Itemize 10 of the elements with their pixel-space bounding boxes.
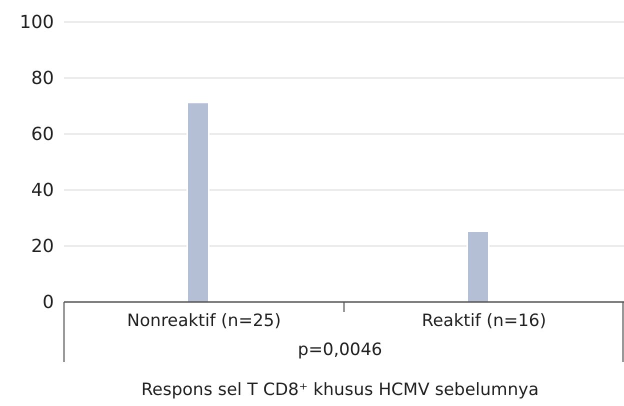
y-tick-label: 80 — [31, 68, 54, 89]
y-tick-label: 0 — [42, 292, 54, 313]
y-tick-label: 20 — [31, 236, 54, 257]
y-tick-label: 40 — [31, 180, 54, 201]
y-tick-label: 60 — [31, 124, 54, 145]
x-tick-label: Nonreaktif (n=25) — [127, 311, 281, 332]
y-tick-label: 100 — [20, 12, 54, 33]
x-tick-label: Reaktif (n=16) — [422, 311, 546, 332]
text: p=0,0046 — [298, 340, 382, 360]
x-axis-title: Respons sel T CD8⁺ khusus HCMV sebelumnya — [141, 380, 539, 400]
